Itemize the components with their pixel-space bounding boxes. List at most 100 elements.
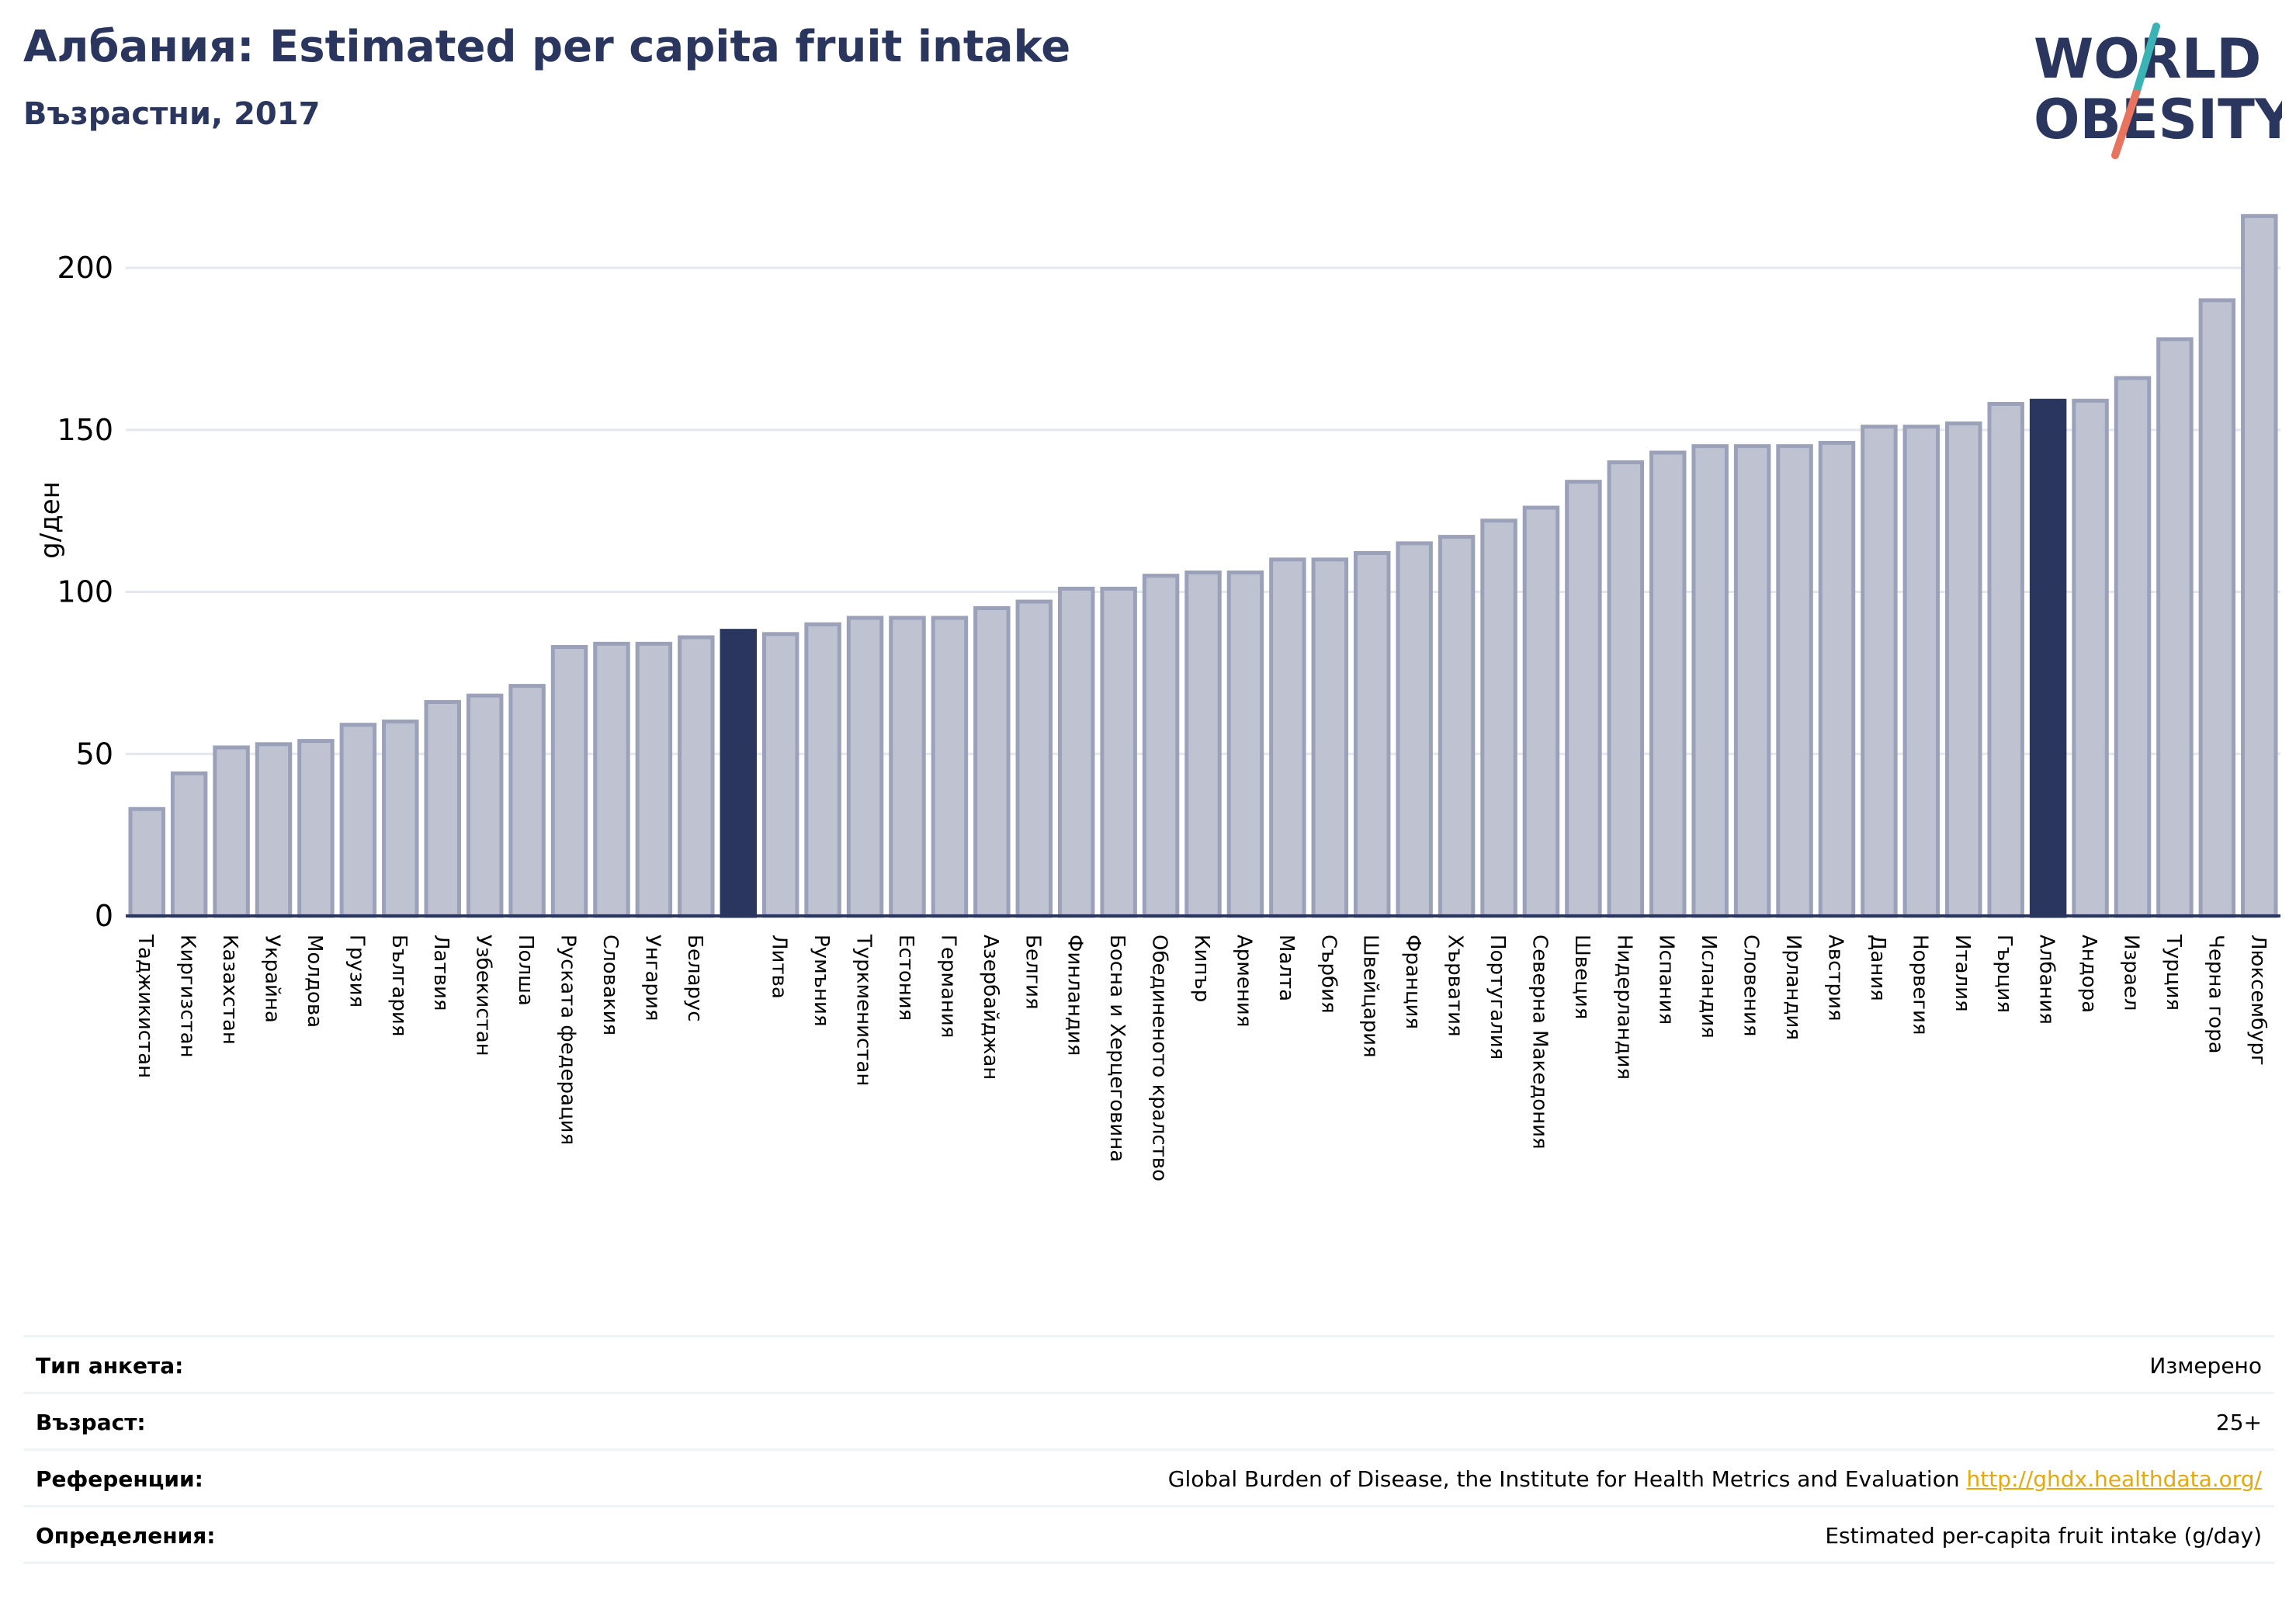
x-tick-label: Сърбия (1316, 935, 1340, 1014)
x-tick-label: Естония (894, 935, 917, 1021)
bar (1480, 519, 1517, 918)
bar (1057, 586, 1095, 918)
x-tick-label: Италия (1951, 935, 1974, 1012)
bar (1184, 571, 1222, 918)
bar (550, 645, 588, 918)
y-axis-label: g/ден (35, 481, 66, 559)
info-value: 25+ (2215, 1410, 2262, 1435)
bar (1396, 541, 1433, 918)
bar (1015, 599, 1053, 918)
x-tick-label: Полша (514, 935, 537, 1006)
info-row-definitions: Определения: Estimated per-capita fruit … (23, 1505, 2274, 1564)
world-obesity-logo: WORLD OBESITY (2034, 23, 2282, 159)
x-tick-label: Германия (936, 935, 959, 1038)
bar (1861, 425, 1898, 918)
reference-link[interactable]: http://ghdx.healthdata.org/ (1966, 1466, 2262, 1492)
x-tick-label: Руската федерация (557, 935, 580, 1145)
bar (1438, 535, 1476, 918)
x-tick-label: Беларус (683, 935, 706, 1022)
bar (973, 605, 1011, 918)
x-tick-label: Черна гора (2204, 935, 2227, 1054)
bar (1649, 450, 1687, 918)
y-tick-label: 200 (57, 251, 113, 285)
x-tick-label: Израел (2119, 935, 2142, 1011)
bar (2198, 298, 2236, 918)
y-tick-label: 0 (95, 899, 113, 933)
bar (1100, 586, 1137, 918)
x-tick-label: Португалия (1486, 935, 1509, 1060)
x-tick-label: Люксембург (2246, 935, 2270, 1066)
x-tick-label: Армения (1232, 935, 1255, 1027)
bar (931, 616, 969, 918)
bar (1902, 425, 1941, 918)
info-row-age: Възраст: 25+ (23, 1392, 2274, 1448)
x-tick-label: Нидерландия (1612, 935, 1635, 1080)
x-tick-label: Швейцария (1359, 935, 1382, 1058)
bar (2114, 376, 2152, 918)
x-tick-label: Андора (2077, 935, 2100, 1013)
bar (1226, 571, 1264, 918)
bar (424, 699, 461, 918)
x-tick-label: Финландия (1063, 935, 1087, 1056)
x-tick-label: Украйна (261, 935, 284, 1023)
info-label: Референции: (36, 1466, 203, 1492)
x-tick-label: Молдова (303, 935, 326, 1028)
bar (1311, 557, 1349, 918)
x-tick-label: Словения (1739, 935, 1763, 1037)
x-tick-label: Румъния (810, 935, 833, 1027)
x-tick-label: Албания (2035, 935, 2058, 1025)
y-tick-label: 50 (76, 737, 113, 771)
info-value: Измерено (2149, 1353, 2262, 1379)
x-tick-label: Хърватия (1444, 935, 1467, 1037)
x-tick-label: Турция (2162, 934, 2185, 1011)
bar (761, 632, 799, 918)
bar (2072, 398, 2109, 918)
x-tick-label: Австрия (1823, 935, 1847, 1021)
info-row-references: Референции: Global Burden of Disease, th… (23, 1448, 2274, 1505)
logo-slash-bottom (2111, 89, 2140, 159)
chart-subtitle: Възрастни, 2017 (23, 96, 321, 132)
bar (382, 720, 419, 918)
bar (635, 641, 673, 918)
info-label: Тип анкета: (36, 1353, 184, 1379)
bar (128, 806, 165, 918)
bar (593, 641, 630, 918)
bar (720, 629, 757, 918)
bar (1776, 444, 1813, 918)
bar (1607, 460, 1645, 918)
bar (1945, 421, 1982, 918)
x-tick-label: Гърция (1993, 935, 2016, 1013)
bar (1818, 441, 1856, 918)
x-tick-label: Туркменистан (852, 934, 876, 1086)
x-tick-label: Дания (1866, 935, 1889, 1001)
chart-title: Албания: Estimated per capita fruit inta… (23, 22, 1071, 72)
x-tick-label: Литва (768, 935, 791, 999)
x-tick-label: Белгия (1021, 935, 1044, 1010)
bar-chart: 0 50 100 150 200 g/ден Таджикистан Киргизстан Ка… (35, 213, 2280, 1181)
bar (804, 622, 841, 918)
x-tick-label: Босна и Херцеговина (1105, 935, 1129, 1162)
logo-line2: OBESITY (2034, 88, 2282, 151)
x-tick-label: Малта (1275, 935, 1298, 1001)
x-tick-label: Словакия (598, 935, 622, 1035)
x-tick-label: Киргизстан (176, 935, 199, 1058)
x-tick-label: Кипър (1190, 935, 1213, 1002)
info-label: Възраст: (36, 1410, 146, 1435)
x-tick-label: Азербайджан (979, 935, 1002, 1080)
x-tick-label: Обединеното кралство (1148, 935, 1171, 1181)
bar (466, 693, 504, 918)
bar (255, 742, 293, 918)
info-label: Определения: (36, 1523, 216, 1549)
bar (1987, 401, 2024, 918)
reference-text: Global Burden of Disease, the Institute … (1167, 1466, 1960, 1492)
x-tick-label: Ирландия (1781, 935, 1805, 1040)
bar (889, 616, 926, 918)
bar (508, 684, 546, 918)
x-tick-label: България (387, 935, 411, 1036)
bar (1353, 550, 1391, 918)
bar (678, 635, 715, 918)
bar (1269, 557, 1306, 918)
bar (297, 739, 335, 918)
bar (2241, 213, 2278, 918)
x-tick-label: Казахстан (218, 935, 241, 1045)
